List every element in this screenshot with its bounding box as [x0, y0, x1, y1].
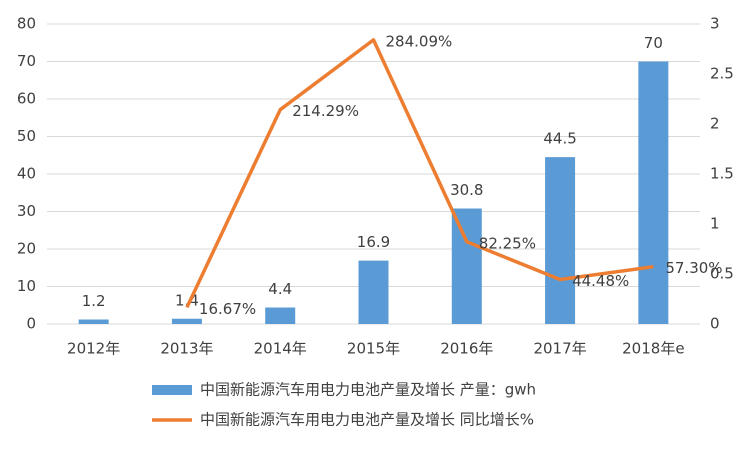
y2-tick-label: 1	[710, 215, 720, 233]
y2-tick-label: 1.5	[710, 165, 734, 183]
y2-tick-label: 0.5	[710, 265, 734, 283]
bar	[78, 319, 109, 324]
bar	[545, 157, 576, 324]
y-tick-label: 10	[17, 277, 36, 295]
y2-tick-label: 3	[710, 15, 720, 33]
y-tick-label: 70	[17, 52, 36, 70]
data-label: 30.8	[450, 181, 483, 199]
legend-swatch	[152, 385, 192, 395]
x-tick-label: 2017年	[533, 340, 586, 358]
data-label: 57.30%	[665, 259, 722, 277]
data-label: 1.2	[82, 292, 106, 310]
x-tick-label: 2015年	[347, 340, 400, 358]
x-tick-label: 2013年	[160, 340, 213, 358]
bar	[638, 61, 669, 324]
data-label: 16.9	[357, 233, 390, 251]
y2-tick-label: 0	[710, 315, 720, 333]
data-label: 44.48%	[572, 272, 629, 290]
line	[185, 38, 654, 309]
x-tick-label: 2012年	[67, 340, 120, 358]
data-label: 4.4	[268, 280, 292, 298]
data-label: 82.25%	[479, 234, 536, 252]
bar	[265, 307, 296, 324]
y2-tick-label: 2	[710, 115, 720, 133]
x-tick-label: 2014年	[254, 340, 307, 358]
x-tick-label: 2018年e	[622, 340, 684, 358]
y-tick-label: 50	[17, 127, 36, 145]
legend-label: 中国新能源汽车用电力电池产量及增长 产量：gwh	[200, 381, 536, 399]
data-label: 284.09%	[386, 32, 453, 50]
bar	[451, 208, 482, 324]
legend-label: 中国新能源汽车用电力电池产量及增长 同比增长%	[200, 411, 534, 429]
y-tick-label: 30	[17, 202, 36, 220]
y-tick-label: 80	[17, 15, 36, 33]
data-label: 70	[644, 34, 663, 52]
y-tick-label: 60	[17, 90, 36, 108]
y-tick-label: 20	[17, 240, 36, 258]
data-label: 44.5	[543, 130, 576, 148]
data-label: 214.29%	[292, 102, 359, 120]
data-label: 16.67%	[199, 300, 256, 318]
y2-tick-label: 2.5	[710, 65, 734, 83]
y-tick-label: 40	[17, 165, 36, 183]
bar	[171, 318, 202, 324]
y-tick-label: 0	[26, 315, 36, 333]
bar	[358, 260, 389, 324]
x-tick-label: 2016年	[440, 340, 493, 358]
